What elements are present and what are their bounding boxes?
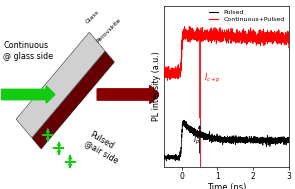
Y-axis label: PL intensity (a.u.): PL intensity (a.u.) xyxy=(152,52,161,121)
Polygon shape xyxy=(16,32,105,138)
X-axis label: Time (ns): Time (ns) xyxy=(207,183,246,189)
Text: Perovskite: Perovskite xyxy=(95,17,122,43)
Text: Pulsed
@air side: Pulsed @air side xyxy=(83,130,125,165)
Text: Continuous
@ glass side: Continuous @ glass side xyxy=(3,41,53,61)
FancyArrow shape xyxy=(1,86,55,103)
Legend: Pulsed, Continuous+Pulsed: Pulsed, Continuous+Pulsed xyxy=(208,9,286,23)
Polygon shape xyxy=(32,51,114,149)
Text: Glass: Glass xyxy=(85,9,100,25)
Text: $I_p$: $I_p$ xyxy=(193,134,200,147)
Text: $I_{c+p}$: $I_{c+p}$ xyxy=(204,72,221,85)
FancyArrow shape xyxy=(97,86,160,104)
